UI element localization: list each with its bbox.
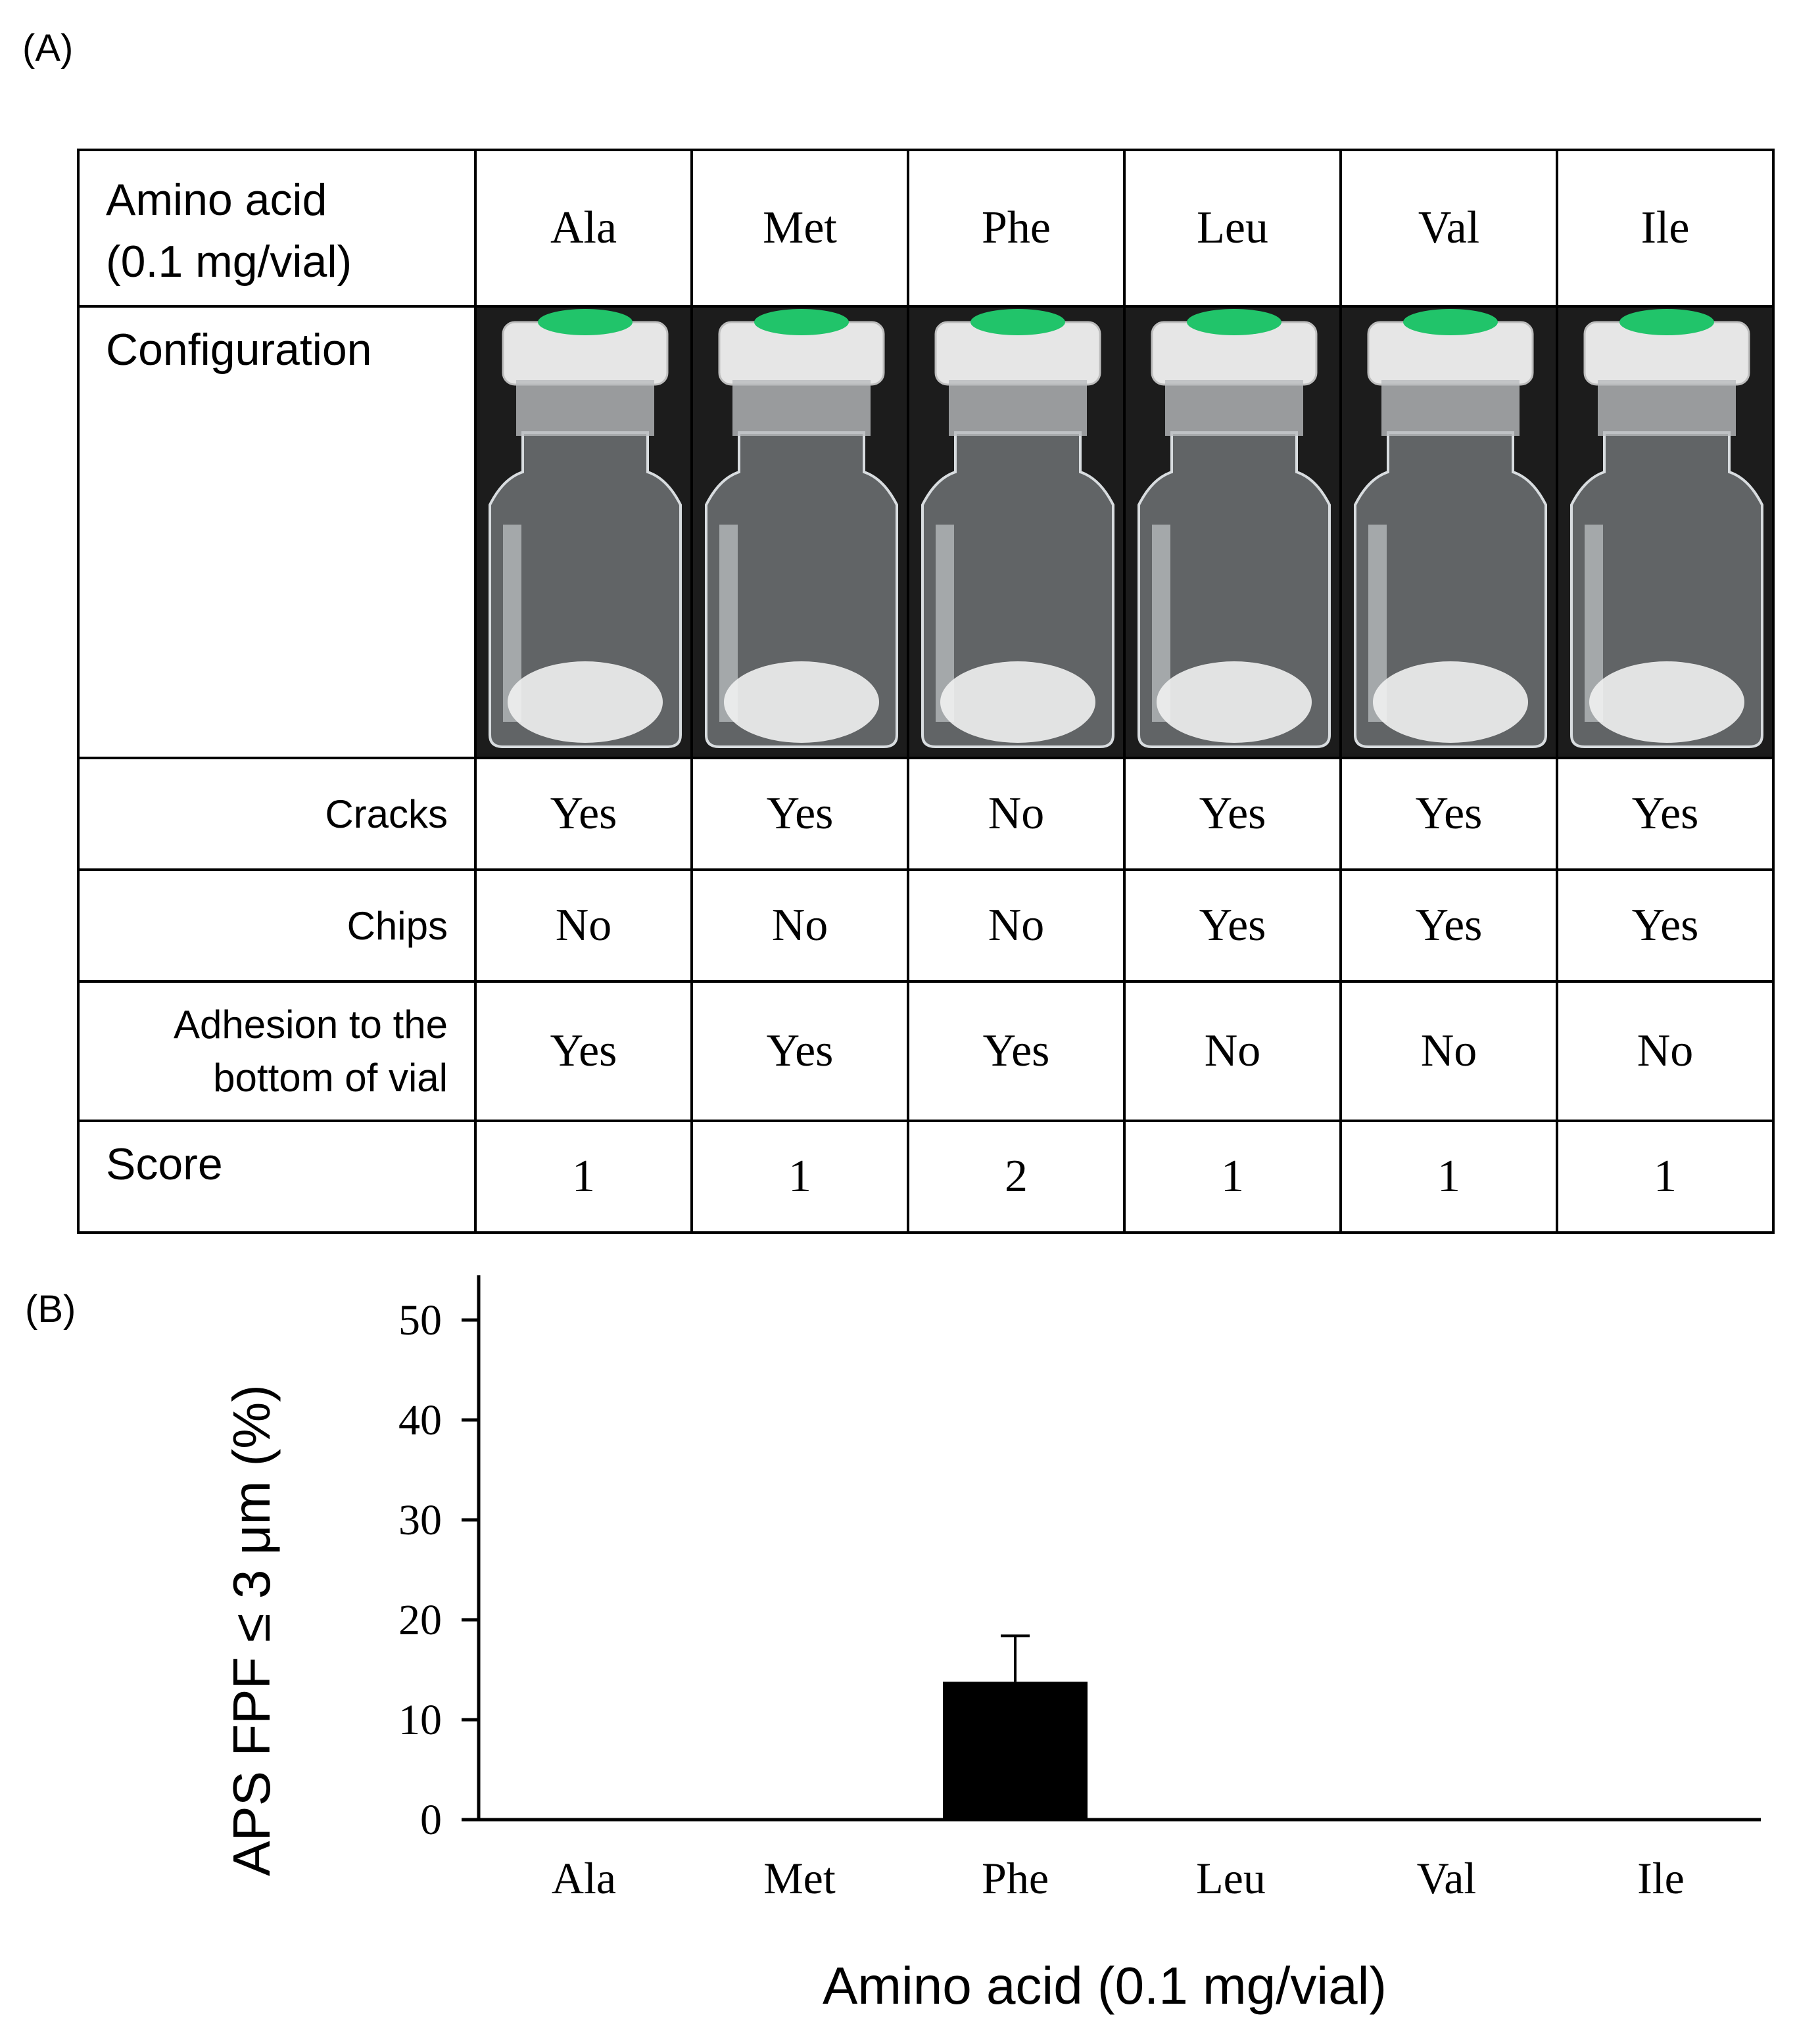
cell-value: No — [907, 757, 1126, 871]
cell-value: Yes — [474, 980, 693, 1122]
vial-neck — [949, 380, 1087, 436]
vial-stopper — [754, 309, 849, 335]
bar-chart: 0 10 20 30 40 50 Ala Met Phe Leu Val Ile APS FPF ≤ … — [222, 1275, 1761, 2015]
cell-value: No — [474, 868, 693, 983]
cell-value: Yes — [907, 980, 1126, 1122]
y-tick-label: 20 — [398, 1596, 442, 1644]
cell-value: Yes — [1123, 868, 1342, 983]
vial-glass — [1354, 431, 1547, 748]
results-table: Amino acid (0.1 mg/vial) Ala Met Phe Leu… — [77, 149, 1775, 1234]
row-label-text: Cracks — [325, 791, 448, 836]
header-label-line1: Amino acid — [106, 175, 327, 225]
cell-value: Yes — [1556, 757, 1775, 871]
row-label: Cracks — [77, 757, 477, 871]
column-header: Leu — [1123, 149, 1342, 308]
score-row: Score 1 1 2 1 1 1 — [77, 1120, 1775, 1234]
column-header: Met — [690, 149, 909, 308]
cell-value: Yes — [690, 980, 909, 1122]
row-label-text: Adhesion to the — [174, 1003, 448, 1047]
header-row: Amino acid (0.1 mg/vial) Ala Met Phe Leu… — [77, 149, 1775, 308]
vial-neck — [1165, 380, 1303, 436]
vial-glass — [705, 431, 898, 748]
y-tick-label: 40 — [398, 1396, 442, 1444]
score-value: 1 — [690, 1120, 909, 1234]
vial-stopper — [1403, 309, 1498, 335]
vial-photo — [1123, 305, 1342, 759]
lyophilized-cake — [940, 661, 1095, 743]
y-tick-label: 10 — [398, 1696, 442, 1744]
score-value: 1 — [474, 1120, 693, 1234]
lyophilized-cake — [724, 661, 879, 743]
lyophilized-cake — [1373, 661, 1528, 743]
y-tick-label: 0 — [420, 1796, 442, 1844]
lyophilized-cake — [1589, 661, 1744, 743]
configuration-label: Configuration — [77, 305, 477, 759]
column-header: Ile — [1556, 149, 1775, 308]
chips-row: Chips No No No Yes Yes Yes — [77, 868, 1775, 983]
column-header: Phe — [907, 149, 1126, 308]
vial-neck — [732, 380, 871, 436]
vial-glass — [489, 431, 682, 748]
vial-neck — [1598, 380, 1736, 436]
vial-photo — [474, 305, 693, 759]
x-axis-title: Amino acid (0.1 mg/vial) — [823, 1956, 1387, 2015]
x-tick-label: Met — [763, 1853, 836, 1903]
row-label-text: Chips — [347, 903, 448, 948]
x-tick-label: Phe — [982, 1853, 1049, 1903]
vial-photo — [1339, 305, 1558, 759]
vial-glass — [921, 431, 1114, 748]
panel-label-a: (A) — [22, 27, 74, 70]
vial-photo — [1556, 305, 1775, 759]
row-label-text: bottom of vial — [213, 1056, 448, 1100]
score-value: 2 — [907, 1120, 1126, 1234]
score-value: 1 — [1556, 1120, 1775, 1234]
panel-label-b: (B) — [25, 1288, 76, 1331]
x-tick-label: Val — [1417, 1853, 1477, 1903]
column-header: Val — [1339, 149, 1558, 308]
score-value: 1 — [1339, 1120, 1558, 1234]
lyophilized-cake — [508, 661, 663, 743]
vial-stopper — [970, 309, 1065, 335]
vial-photo — [907, 305, 1126, 759]
cracks-row: Cracks Yes Yes No Yes Yes Yes — [77, 757, 1775, 871]
cell-value: No — [690, 868, 909, 983]
x-tick-label: Ile — [1637, 1853, 1685, 1903]
vial-stopper — [538, 309, 633, 335]
cell-value: No — [907, 868, 1126, 983]
vial-stopper — [1187, 309, 1281, 335]
vial-photo — [690, 305, 909, 759]
cell-value: No — [1123, 980, 1342, 1122]
header-label-cell: Amino acid (0.1 mg/vial) — [77, 149, 477, 308]
vial-neck — [516, 380, 654, 436]
x-tick-label: Leu — [1196, 1853, 1266, 1903]
configuration-row: Configuration — [77, 305, 1775, 759]
score-label: Score — [77, 1120, 477, 1234]
adhesion-row: Adhesion to the bottom of vial Yes Yes Y… — [77, 980, 1775, 1122]
cell-value: No — [1339, 980, 1558, 1122]
vial-glass — [1138, 431, 1331, 748]
vial-stopper — [1619, 309, 1714, 335]
cell-value: Yes — [690, 757, 909, 871]
lyophilized-cake — [1157, 661, 1312, 743]
vial-neck — [1381, 380, 1520, 436]
column-header: Ala — [474, 149, 693, 308]
y-tick-label: 30 — [398, 1496, 442, 1544]
score-value: 1 — [1123, 1120, 1342, 1234]
cell-value: Yes — [474, 757, 693, 871]
vial-glass — [1570, 431, 1763, 748]
y-tick-label: 50 — [398, 1296, 442, 1344]
x-tick-label: Ala — [552, 1853, 616, 1903]
cell-value: Yes — [1556, 868, 1775, 983]
header-label-line2: (0.1 mg/vial) — [106, 236, 352, 287]
cell-value: Yes — [1339, 757, 1558, 871]
cell-value: Yes — [1123, 757, 1342, 871]
cell-value: No — [1556, 980, 1775, 1122]
row-label: Adhesion to the bottom of vial — [77, 980, 477, 1122]
y-axis-title: APS FPF ≤ 3 μm (%) — [222, 1384, 281, 1876]
row-label: Chips — [77, 868, 477, 983]
cell-value: Yes — [1339, 868, 1558, 983]
bar — [943, 1682, 1088, 1820]
